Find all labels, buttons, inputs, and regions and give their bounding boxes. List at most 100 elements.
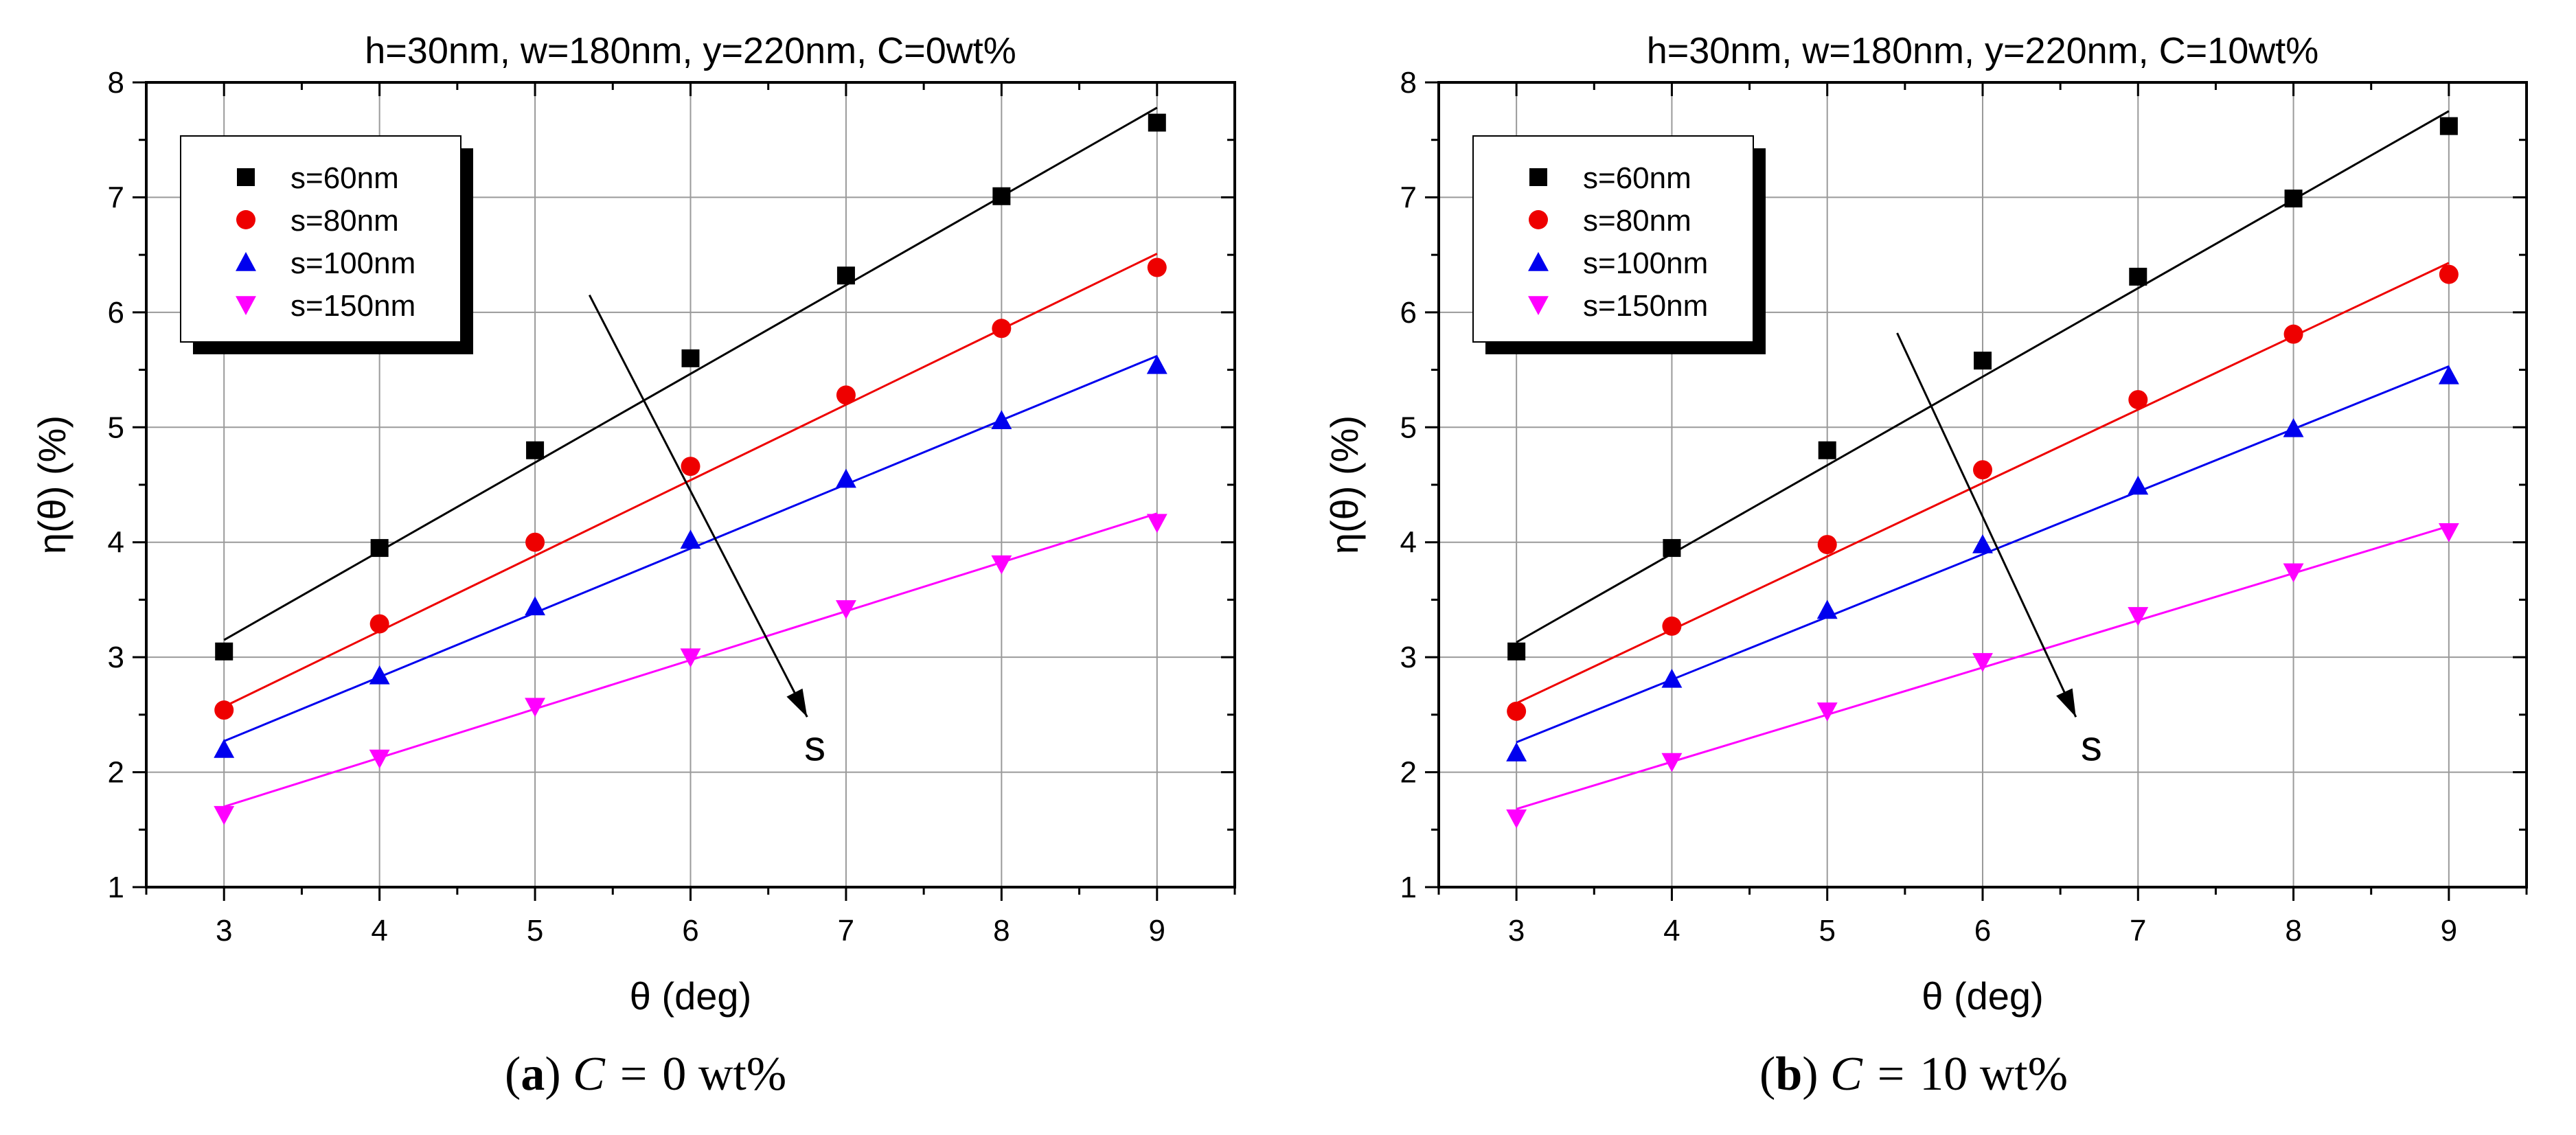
x-tick-label: 8 [2285,914,2301,948]
data-point [1816,599,1838,619]
x-tick-label: 7 [838,914,854,948]
data-point [835,600,856,619]
data-point [526,441,545,459]
x-tick-label: 9 [2441,914,2457,948]
y-tick-label: 7 [108,181,124,214]
data-point [1974,352,1992,370]
legend-label: s=150nm [290,289,415,323]
caption-b-eq: = [1877,1048,1905,1101]
data-point [214,739,235,758]
caption-b: (b) C = 10 wt% [1759,1048,2068,1101]
series-s=100nm [1506,365,2459,761]
data-point [1663,539,1681,558]
data-point [525,698,546,718]
legend-label: s=100nm [1583,247,1708,280]
y-tick-label: 8 [1400,66,1417,100]
legend-marker [237,168,255,186]
legend-box [1472,135,1754,343]
data-point [1662,616,1682,636]
data-point [2439,264,2459,284]
data-point [1661,753,1683,772]
y-tick-label: 5 [108,411,124,444]
y-tick-label: 2 [1400,756,1417,790]
y-tick-label: 4 [108,526,124,560]
y-tick-label: 1 [108,871,124,904]
data-point [214,700,234,720]
data-point [369,614,389,634]
x-tick-label: 4 [371,914,387,948]
data-point [2128,607,2149,626]
legend-label: s=80nm [1583,204,1691,238]
series-s=100nm [214,354,1167,758]
data-point [2283,418,2304,437]
x-axis-label: θ (deg) [630,974,751,1018]
chart-panel-b: 3 4 5 6 7 8 9 1 2 3 4 5 6 7 8 h=30nm, w=180nm, y=220nm,… [1323,30,2528,1018]
legend: s=60nm s=80nm s=100nm s=150nm [180,135,473,354]
data-point [681,349,700,367]
data-point [1148,113,1166,132]
caption-a-var: C [573,1048,605,1101]
x-tick-label: 8 [993,914,1010,948]
data-point [2283,563,2304,583]
data-point [1147,257,1167,277]
x-axis-label: θ (deg) [1922,974,2043,1018]
data-point [992,187,1011,205]
caption-a-value: 0 [662,1048,687,1101]
x-tick-label: 3 [216,914,232,948]
data-point [2438,523,2459,542]
data-point [1506,742,1527,761]
caption-b-var: C [1830,1048,1862,1101]
data-point [991,410,1012,429]
x-tick-label: 5 [527,914,543,948]
y-tick-label: 7 [1400,181,1417,214]
data-point [1506,809,1527,829]
y-tick-label: 6 [1400,296,1417,330]
series-s=60nm [1507,110,2458,661]
data-point [370,539,389,558]
series-s=150nm [1506,523,2459,829]
caption-b-value: 10 [1919,1048,1968,1101]
y-axis-label: η(θ) (%) [1323,415,1366,554]
legend-marker [1529,210,1548,229]
data-point [525,596,546,616]
x-tick-label: 7 [2130,914,2146,948]
y-tick-label: 5 [1400,411,1417,444]
x-tick-label: 9 [1149,914,1165,948]
data-point [2439,117,2458,135]
data-point [1816,702,1838,722]
data-point [1146,354,1167,374]
data-point [681,457,700,477]
data-point [2284,190,2303,208]
legend-label: s=150nm [1583,289,1708,323]
data-point [1507,701,1527,721]
y-tick-label: 3 [108,641,124,674]
data-point [991,555,1012,575]
data-point [836,266,855,285]
caption-a-label: a [521,1048,545,1101]
caption-a: (a) C = 0 wt% [505,1048,787,1101]
data-point [525,532,545,552]
y-tick-label: 3 [1400,641,1417,674]
caption-a-unit: wt% [698,1048,787,1101]
annotation-arrow [588,295,808,718]
data-point [2283,324,2303,344]
annotation-label: s [2081,723,2102,770]
data-point [1973,460,1992,480]
data-point [2128,475,2149,495]
legend-label: s=60nm [290,161,399,195]
x-tick-label: 5 [1819,914,1835,948]
data-point [369,749,390,769]
legend-marker [236,210,255,229]
legend-box [180,135,461,343]
data-point [1972,534,1993,553]
data-point [1146,514,1167,534]
annotation-arrowhead [2056,688,2076,718]
chart-title: h=30nm, w=180nm, y=220nm, C=0wt% [365,30,1016,71]
y-tick-label: 8 [108,66,124,100]
legend-marker [236,252,256,271]
data-point [836,385,856,405]
y-tick-label: 2 [108,756,124,790]
data-point [1972,653,1993,672]
caption-b-label: b [1775,1048,1803,1101]
